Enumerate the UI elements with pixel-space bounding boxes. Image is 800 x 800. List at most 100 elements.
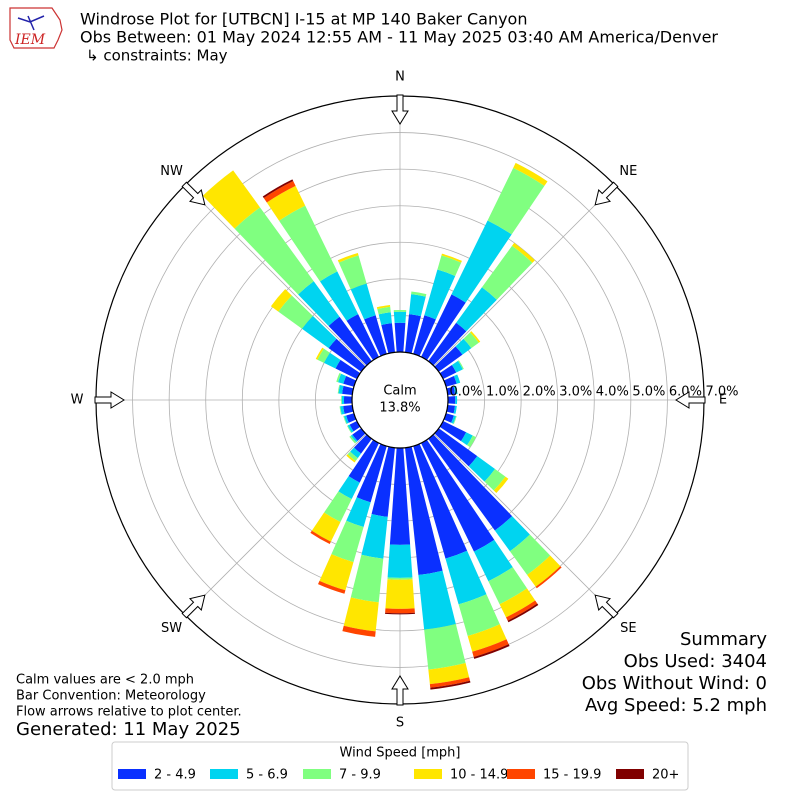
r-tick-label: 5.0%	[632, 385, 665, 400]
flow-arrow-shape	[391, 675, 409, 706]
bar-segment	[387, 577, 413, 580]
legend-box	[111, 741, 689, 791]
bar-segment	[346, 454, 356, 463]
bar-segment	[393, 311, 407, 323]
bar-segment	[473, 644, 510, 659]
flow-arrow	[594, 594, 619, 619]
bar-segment	[493, 476, 509, 494]
logo-text: IEM	[14, 32, 46, 48]
bar-segment	[413, 315, 436, 357]
compass-label: NE	[619, 164, 637, 179]
calm-value: 13.8%	[379, 401, 420, 416]
bar-segment	[347, 424, 354, 433]
bar-segment	[349, 435, 357, 444]
grid-spoke	[433, 433, 616, 616]
logo-outline	[9, 7, 63, 49]
bar-segment	[446, 405, 456, 414]
flow-arrow-shape	[594, 181, 619, 206]
bar-segment	[509, 534, 551, 575]
bar-segment	[341, 395, 342, 405]
flow-arrow-shape	[391, 94, 409, 125]
chart-title: Windrose Plot for [UTBCN] I-15 at MP 140…	[80, 10, 527, 29]
logo: IEM	[9, 7, 63, 49]
bar-segment	[385, 579, 415, 609]
bar-segment	[451, 220, 512, 303]
constraints: ↳ constraints: May	[86, 47, 228, 65]
note: Bar Convention: Meteorology	[16, 689, 206, 704]
bar-segment	[323, 352, 341, 369]
bar-segment	[385, 612, 415, 615]
bar-segment	[445, 550, 487, 605]
bar-segment	[346, 425, 352, 433]
flow-arrow-shape	[181, 594, 206, 619]
flow-arrow	[391, 94, 409, 125]
bar-segment	[350, 554, 384, 603]
bar-segment	[341, 395, 345, 405]
bar-segment	[457, 360, 464, 370]
bar-segment	[447, 396, 456, 404]
bar-segment	[339, 406, 342, 415]
bar-segment	[344, 415, 349, 424]
bar-segment	[405, 314, 421, 354]
bar-segment	[378, 312, 392, 326]
bar-segment	[488, 567, 528, 605]
legend-label: 20+	[652, 768, 679, 783]
bar-segment	[234, 207, 314, 295]
bar-segment	[371, 446, 395, 517]
summary-line: Summary	[680, 629, 767, 650]
bar-segment	[342, 625, 376, 637]
bar-segment	[434, 428, 478, 467]
flow-arrow	[94, 391, 125, 409]
generated: Generated: 11 May 2025	[16, 719, 241, 740]
bar-segment	[337, 252, 359, 263]
bar-segment	[331, 520, 364, 563]
summary-line: Avg Speed: 5.2 mph	[585, 695, 767, 716]
compass-label: SW	[161, 621, 182, 636]
bar-segment	[453, 385, 458, 395]
legend-swatch	[303, 769, 331, 779]
bar-segment	[413, 443, 468, 559]
bar-segment	[328, 338, 366, 372]
bar-segment	[343, 396, 353, 404]
bar-segment	[311, 512, 341, 542]
bar-segment	[458, 594, 500, 636]
bar-segment	[467, 624, 507, 652]
bar-segment	[263, 181, 296, 203]
bar-segment	[319, 554, 354, 591]
bar-segment	[381, 323, 395, 354]
bar-segment	[342, 385, 354, 395]
flow-arrow-shape	[675, 391, 706, 409]
bar-segment	[315, 347, 324, 360]
legend-label: 15 - 19.9	[543, 768, 601, 783]
flow-arrow-shape	[594, 594, 619, 619]
bar-segment	[338, 385, 344, 394]
legend-title: Wind Speed [mph]	[340, 746, 461, 761]
bar-segment	[317, 348, 330, 363]
legend: Wind Speed [mph] 2 - 4.9 5 - 6.9 7 - 9.9 10 …	[111, 741, 689, 791]
bar-segment	[439, 421, 467, 442]
calm-label: Calm	[383, 384, 416, 399]
bar-segment	[278, 295, 313, 329]
r-tick-label: 3.0%	[559, 385, 592, 400]
bar-segment	[467, 435, 477, 448]
bar-segment	[387, 544, 413, 578]
bar-segment	[424, 269, 456, 320]
bar-segment	[377, 306, 391, 315]
r-tick-label: 4.0%	[596, 385, 629, 400]
bar-segment	[453, 374, 461, 384]
bar-segment	[346, 413, 357, 423]
bar-segment	[481, 245, 533, 300]
bar-segment	[451, 415, 456, 424]
bar-segment	[361, 513, 388, 559]
bar-segment	[347, 451, 358, 462]
legend-label: 5 - 6.9	[246, 768, 288, 783]
bar-segment	[441, 253, 462, 263]
bar-segment	[428, 322, 467, 366]
bar-segment	[428, 434, 513, 531]
flow-arrow-shape	[94, 391, 125, 409]
bar-segment	[328, 316, 372, 366]
legend-swatch	[616, 769, 644, 779]
bar-segment	[434, 346, 463, 372]
bar-segment	[340, 405, 345, 415]
bar-segment	[409, 294, 426, 317]
